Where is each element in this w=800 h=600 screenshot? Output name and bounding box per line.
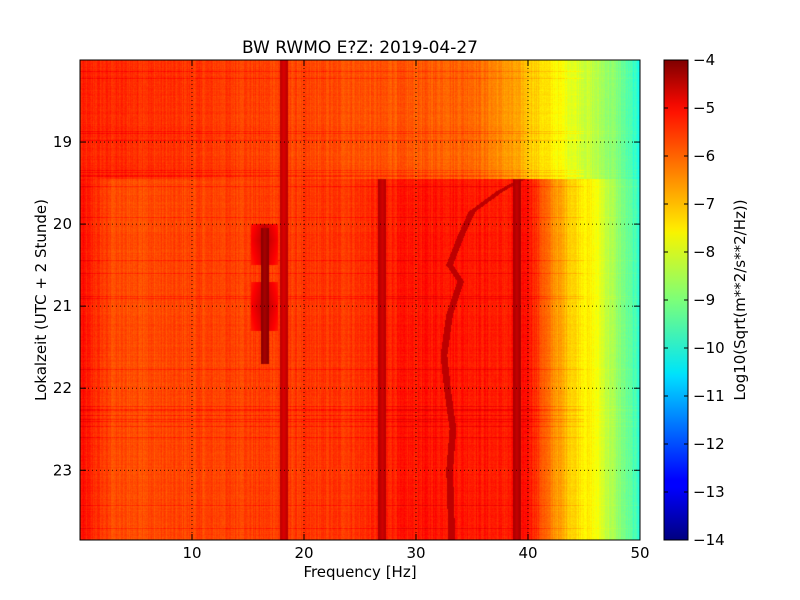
colorbar-label: Log10(Sqrt(m**2/s**2/Hz)) bbox=[731, 199, 749, 400]
colorbar-tick-label: −7 bbox=[693, 195, 715, 213]
y-tick-label: 23 bbox=[53, 461, 72, 479]
y-axis-label: Lokalzeit (UTC + 2 Stunde) bbox=[32, 199, 50, 401]
colorbar-tick-label: −10 bbox=[693, 339, 725, 357]
colorbar-tick-label: −5 bbox=[693, 99, 715, 117]
colorbar-tick-label: −14 bbox=[693, 531, 725, 549]
colorbar-tick-label: −9 bbox=[693, 291, 715, 309]
x-tick-label: 10 bbox=[182, 544, 201, 562]
x-tick-label: 20 bbox=[294, 544, 313, 562]
x-tick-label: 40 bbox=[518, 544, 537, 562]
x-tick-label: 50 bbox=[630, 544, 649, 562]
plot-frame bbox=[79, 59, 641, 541]
x-tick-label: 30 bbox=[406, 544, 425, 562]
grid-lines bbox=[80, 60, 640, 540]
heatmap-image bbox=[80, 60, 640, 540]
colorbar-tick-label: −12 bbox=[693, 435, 725, 453]
y-tick-label: 21 bbox=[53, 297, 72, 315]
x-axis-label: Frequency [Hz] bbox=[303, 563, 416, 581]
colorbar-tick-label: −11 bbox=[693, 387, 725, 405]
y-axis-ticks: 19 20 21 22 23 bbox=[53, 133, 640, 479]
y-tick-label: 20 bbox=[53, 215, 72, 233]
chart-title: BW RWMO E?Z: 2019-04-27 bbox=[242, 38, 478, 58]
colorbar-tick-label: −6 bbox=[693, 147, 715, 165]
colorbar-ticks: −4 −5 −6 −7 −8 −9 −10 −11 −12 −13 −14 bbox=[664, 51, 725, 549]
y-tick-label: 19 bbox=[53, 133, 72, 151]
colorbar-tick-label: −4 bbox=[693, 51, 715, 69]
y-tick-label: 22 bbox=[53, 379, 72, 397]
plot-area bbox=[80, 60, 640, 540]
colorbar-tick-label: −8 bbox=[693, 243, 715, 261]
colorbar-tick-label: −13 bbox=[693, 483, 725, 501]
x-axis-ticks: 10 20 30 40 50 bbox=[182, 60, 650, 562]
